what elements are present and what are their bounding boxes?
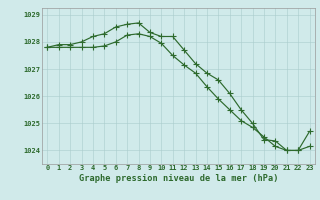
X-axis label: Graphe pression niveau de la mer (hPa): Graphe pression niveau de la mer (hPa) bbox=[79, 174, 278, 183]
